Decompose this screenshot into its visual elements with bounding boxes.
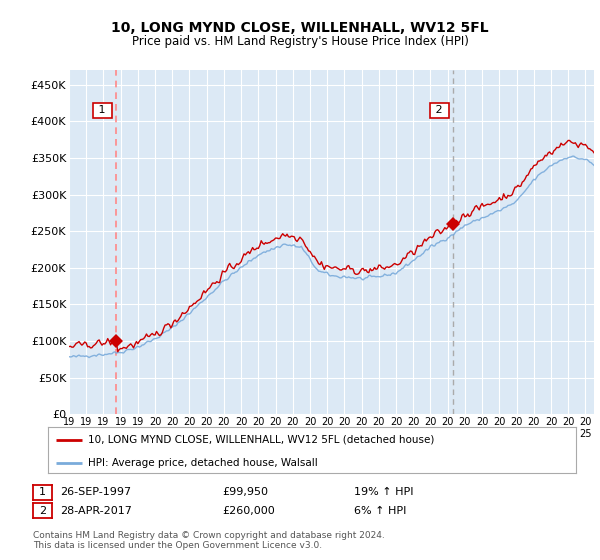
Text: 28-APR-2017: 28-APR-2017: [60, 506, 132, 516]
Text: 2: 2: [433, 105, 446, 115]
Text: Price paid vs. HM Land Registry's House Price Index (HPI): Price paid vs. HM Land Registry's House …: [131, 35, 469, 48]
Text: 1: 1: [39, 487, 46, 497]
Text: 1: 1: [95, 105, 109, 115]
Text: 26-SEP-1997: 26-SEP-1997: [60, 487, 131, 497]
Text: 10, LONG MYND CLOSE, WILLENHALL, WV12 5FL: 10, LONG MYND CLOSE, WILLENHALL, WV12 5F…: [111, 21, 489, 35]
Text: 19% ↑ HPI: 19% ↑ HPI: [354, 487, 413, 497]
Text: Contains HM Land Registry data © Crown copyright and database right 2024.
This d: Contains HM Land Registry data © Crown c…: [33, 531, 385, 550]
Text: 6% ↑ HPI: 6% ↑ HPI: [354, 506, 406, 516]
Text: 2: 2: [39, 506, 46, 516]
Text: £99,950: £99,950: [222, 487, 268, 497]
Text: 10, LONG MYND CLOSE, WILLENHALL, WV12 5FL (detached house): 10, LONG MYND CLOSE, WILLENHALL, WV12 5F…: [88, 435, 434, 445]
Text: £260,000: £260,000: [222, 506, 275, 516]
Text: HPI: Average price, detached house, Walsall: HPI: Average price, detached house, Wals…: [88, 458, 317, 468]
